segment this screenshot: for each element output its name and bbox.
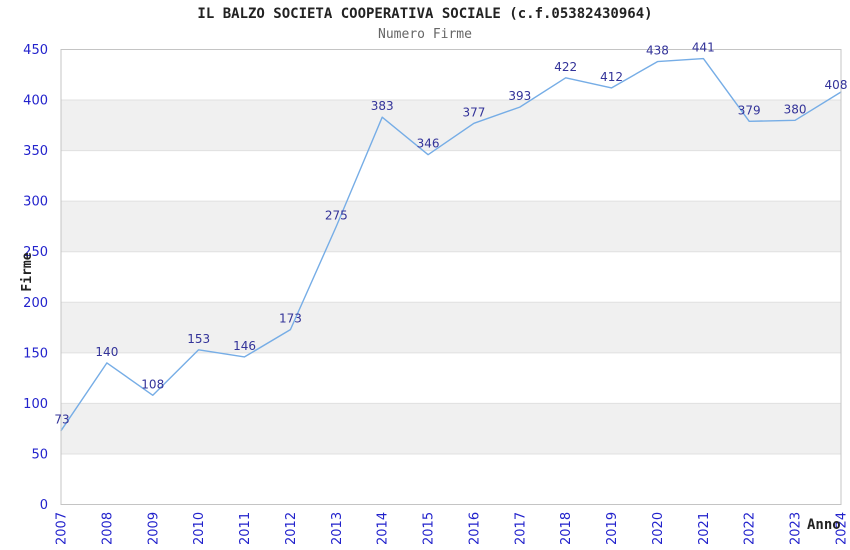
data-point-label: 377 [462, 105, 485, 119]
y-tick-label: 50 [31, 447, 48, 462]
y-tick-label: 200 [23, 296, 48, 311]
data-point-label: 408 [825, 78, 848, 92]
y-axis-tick-labels: 0 50 100 150 200 250 300 350 400 450 [23, 43, 48, 513]
data-point-label: 173 [279, 312, 302, 326]
x-tick-label: 2019 [605, 512, 620, 545]
band [61, 201, 841, 252]
x-tick-label: 2010 [192, 512, 207, 545]
x-tick-label: 2015 [422, 512, 437, 545]
y-tick-label: 300 [23, 195, 48, 210]
series-line [60, 57, 842, 432]
y-tick-label: 350 [23, 144, 48, 159]
data-point-label: 108 [141, 377, 164, 391]
x-tick-label: 2021 [697, 512, 712, 545]
data-point-label: 146 [233, 339, 256, 353]
data-point-label: 379 [738, 103, 761, 117]
band [61, 302, 841, 353]
data-point-label: 438 [646, 44, 669, 58]
x-tick-label: 2008 [100, 512, 115, 545]
y-tick-label: 450 [23, 43, 48, 58]
x-tick-label: 2020 [651, 512, 666, 545]
y-tick-label: 0 [40, 498, 48, 513]
background-bands [61, 100, 841, 454]
data-point-label: 73 [54, 413, 69, 427]
x-axis-title: Anno [807, 517, 841, 533]
data-point-label: 383 [371, 99, 394, 113]
y-tick-label: 150 [23, 346, 48, 361]
data-series [60, 57, 842, 432]
x-tick-label: 2011 [238, 512, 253, 545]
band [61, 100, 841, 151]
data-point-label: 346 [417, 137, 440, 151]
x-tick-label: 2012 [284, 512, 299, 545]
x-axis-tick-labels: 2007 2008 2009 2010 2011 2012 2013 2014 2015 2016… [55, 512, 850, 545]
data-point-labels: 73 140 108 153 146 173 275 383 346 377 393 422 412 43… [54, 41, 847, 427]
axis-titles: Firme Anno [20, 252, 841, 533]
y-tick-label: 250 [23, 245, 48, 260]
y-tick-label: 100 [23, 397, 48, 412]
x-tick-label: 2013 [330, 512, 345, 545]
x-tick-label: 2014 [376, 512, 391, 545]
data-point-label: 153 [187, 332, 210, 346]
data-point-label: 380 [784, 102, 807, 116]
data-point-label: 393 [508, 89, 531, 103]
data-point-label: 140 [95, 345, 118, 359]
x-tick-label: 2023 [789, 512, 804, 545]
data-point-label: 422 [554, 60, 577, 74]
y-tick-label: 400 [23, 94, 48, 109]
x-tick-label: 2022 [743, 512, 758, 545]
y-axis-title: Firme [20, 252, 35, 291]
x-tick-label: 2007 [55, 512, 70, 545]
chart-title: IL BALZO SOCIETA COOPERATIVA SOCIALE (c.… [197, 6, 653, 22]
band [61, 403, 841, 454]
x-tick-label: 2024 [835, 512, 850, 545]
x-tick-label: 2018 [559, 512, 574, 545]
data-point-label: 412 [600, 70, 623, 84]
chart-subtitle: Numero Firme [378, 27, 472, 42]
plot-border-rect [60, 49, 842, 505]
plot-border [60, 49, 842, 505]
x-tick-label: 2009 [146, 512, 161, 545]
data-point-label: 275 [325, 208, 348, 222]
x-tick-label: 2016 [467, 512, 482, 545]
data-point-label: 441 [692, 41, 715, 55]
x-tick-label: 2017 [513, 512, 528, 545]
